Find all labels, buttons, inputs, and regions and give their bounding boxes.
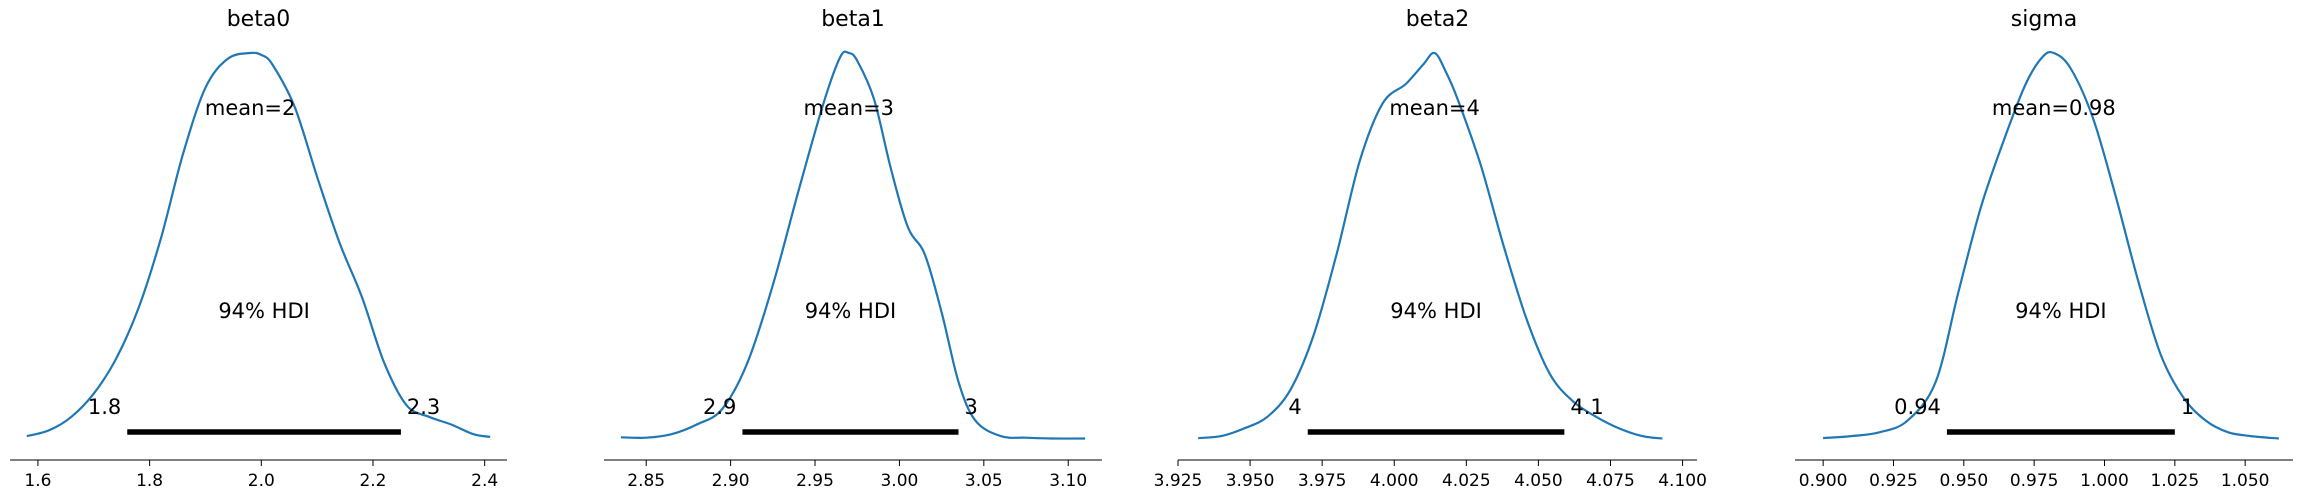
panel-title: sigma (2011, 7, 2077, 32)
hdi-lower-label: 0.94 (1894, 395, 1941, 419)
x-tick-label: 4.000 (1370, 471, 1419, 491)
x-tick-label: 1.6 (24, 471, 51, 491)
mean-label: mean=2 (205, 96, 296, 120)
x-tick-label: 3.925 (1154, 471, 1203, 491)
x-tick-label: 1.000 (2080, 471, 2129, 491)
panel-beta2: beta2 mean=4 94% HDI 4 4.1 3.925 3.950 3.975 4.0… (1154, 7, 1707, 491)
panel-title: beta1 (821, 7, 885, 32)
x-tick-label: 0.900 (1799, 471, 1848, 491)
hdi-lower-label: 2.9 (703, 395, 736, 419)
density-curve (1823, 50, 2279, 440)
x-tick-label: 0.950 (1939, 471, 1988, 491)
hdi-label: 94% HDI (218, 299, 310, 323)
x-tick-label: 3.00 (880, 471, 918, 491)
panel-beta1: beta1 mean=3 94% HDI 2.9 3 2.85 2.90 2.95 3.00 3.… (604, 7, 1102, 491)
mean-label: mean=3 (804, 96, 895, 120)
panel-sigma: sigma mean=0.98 94% HDI 0.94 1 0.900 0.925 0.95… (1795, 7, 2293, 491)
density-curve (1198, 51, 1663, 440)
panel-beta0: beta0 mean=2 94% HDI 1.8 2.3 1.6 1.8 2.0 2.2 2.4 (10, 7, 507, 491)
x-tick-label: 2.4 (471, 471, 498, 491)
x-tick-label: 3.10 (1049, 471, 1087, 491)
x-tick-label: 3.950 (1226, 471, 1275, 491)
x-tick-label: 2.0 (248, 471, 275, 491)
x-tick-label: 0.975 (2010, 471, 2059, 491)
x-tick-label: 1.050 (2221, 471, 2270, 491)
hdi-upper-label: 1 (2181, 395, 2194, 419)
hdi-label: 94% HDI (2015, 299, 2107, 323)
mean-label: mean=4 (1389, 96, 1480, 120)
x-tick-label: 2.85 (627, 471, 665, 491)
x-tick-label: 4.100 (1658, 471, 1707, 491)
x-tick-label: 4.050 (1514, 471, 1563, 491)
mean-label: mean=0.98 (1992, 96, 2116, 120)
hdi-lower-label: 4 (1288, 395, 1301, 419)
hdi-upper-label: 2.3 (407, 395, 440, 419)
x-tick-label: 1.025 (2150, 471, 2199, 491)
density-curve (620, 50, 1086, 440)
x-tick-label: 2.90 (712, 471, 750, 491)
hdi-label: 94% HDI (1390, 299, 1482, 323)
hdi-label: 94% HDI (805, 299, 897, 323)
hdi-upper-label: 3 (965, 395, 978, 419)
x-tick-label: 0.925 (1869, 471, 1918, 491)
hdi-upper-label: 4.1 (1570, 395, 1603, 419)
density-curve (26, 51, 491, 438)
hdi-lower-label: 1.8 (88, 395, 121, 419)
x-tick-label: 4.025 (1442, 471, 1491, 491)
x-tick-label: 4.075 (1586, 471, 1635, 491)
x-tick-label: 3.975 (1298, 471, 1347, 491)
x-tick-label: 2.95 (796, 471, 834, 491)
x-tick-label: 3.05 (965, 471, 1003, 491)
x-tick-label: 2.2 (359, 471, 386, 491)
panel-title: beta2 (1406, 7, 1470, 32)
x-tick-label: 1.8 (136, 471, 163, 491)
panel-title: beta0 (227, 7, 291, 32)
